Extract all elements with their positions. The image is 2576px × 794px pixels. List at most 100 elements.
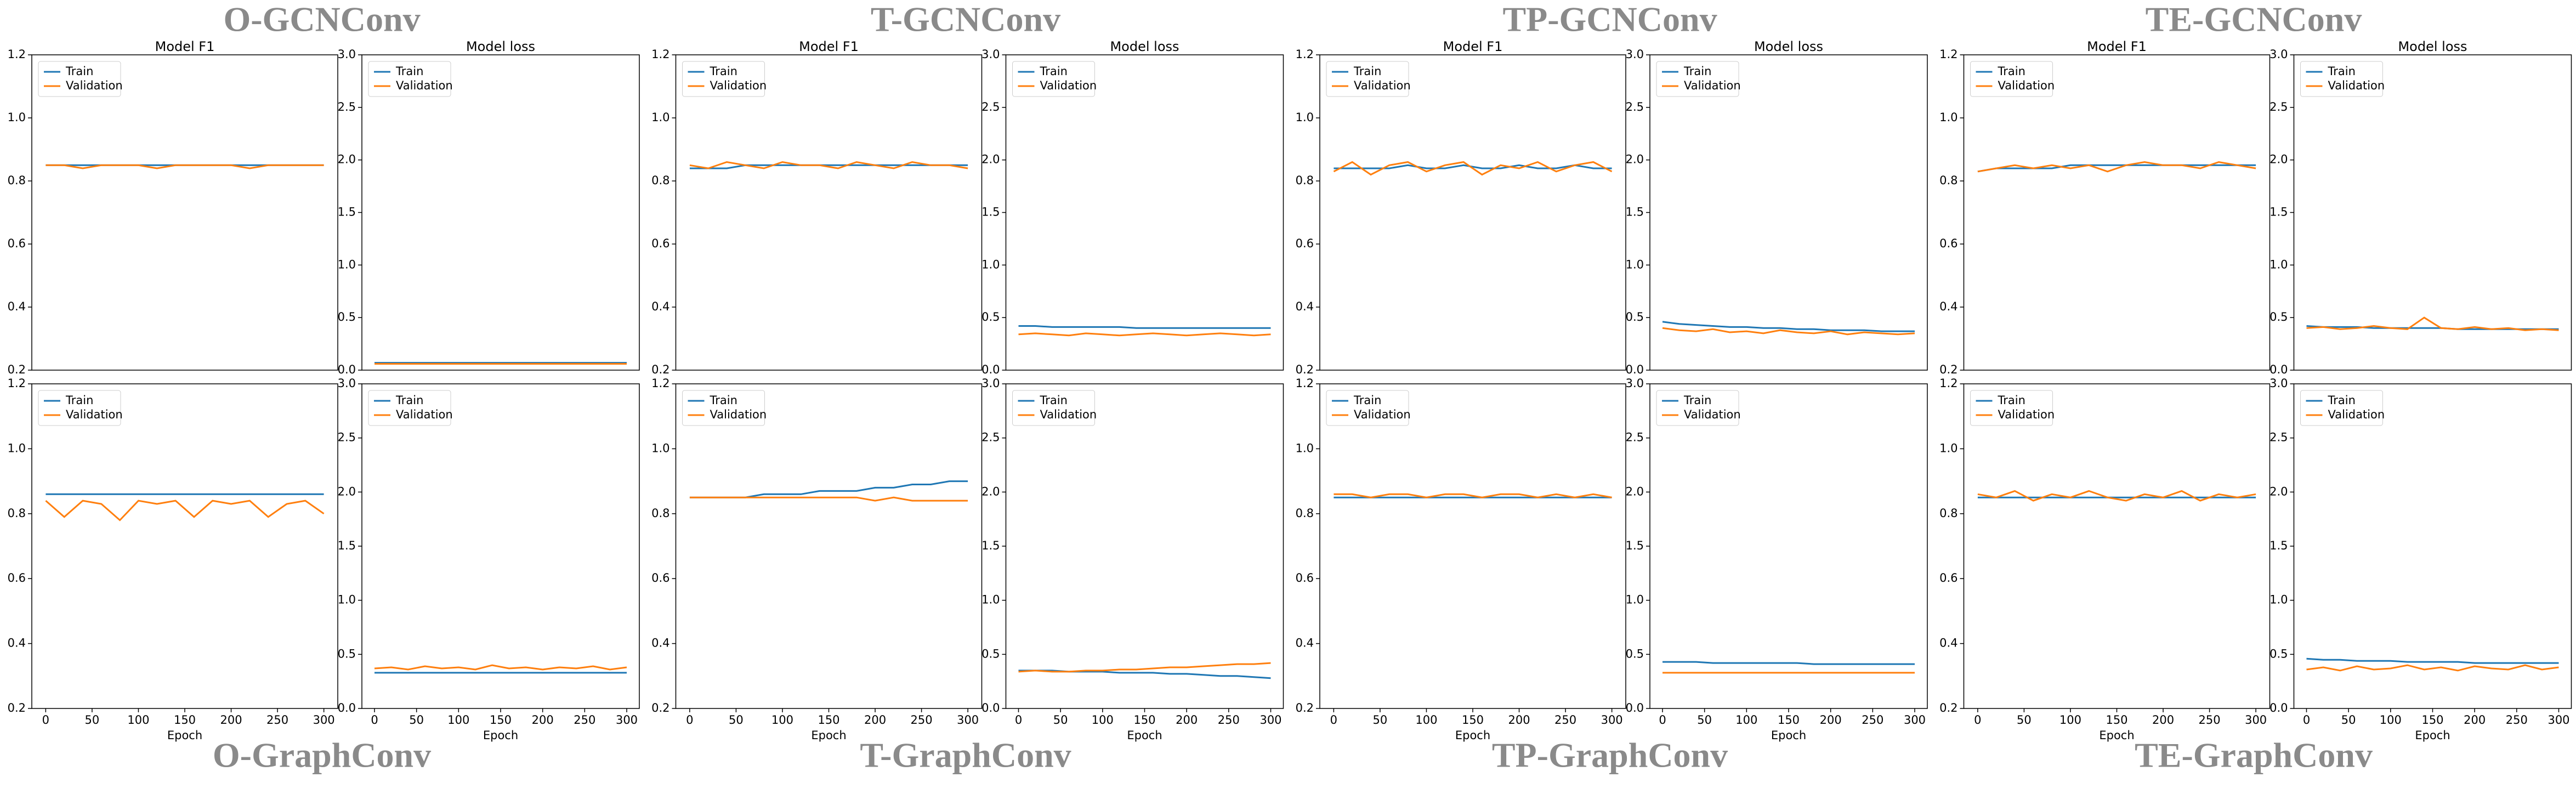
y-tick-label: 0.8 bbox=[1296, 507, 1314, 520]
y-tick-label: 1.2 bbox=[8, 48, 26, 61]
legend-label: Validation bbox=[2328, 79, 2385, 92]
x-tick-label: 50 bbox=[729, 713, 744, 727]
series-line bbox=[689, 161, 968, 169]
x-tick-label: 250 bbox=[2506, 713, 2528, 727]
legend-label: Validation bbox=[1998, 408, 2055, 421]
legend-box bbox=[1656, 61, 1739, 97]
y-tick-label: 0.4 bbox=[8, 300, 26, 313]
x-tick-label: 200 bbox=[2464, 713, 2486, 727]
y-tick-label: 1.2 bbox=[651, 377, 669, 390]
series-line bbox=[1663, 661, 1915, 665]
legend-label: Train bbox=[65, 394, 93, 407]
y-tick-label: 1.0 bbox=[651, 441, 669, 455]
legend-label: Train bbox=[1353, 394, 1381, 407]
y-tick-label: 1.2 bbox=[1296, 377, 1314, 390]
y-tick-label: 0.5 bbox=[338, 310, 356, 324]
x-tick-label: 300 bbox=[957, 713, 979, 727]
y-tick-label: 2.5 bbox=[1626, 431, 1644, 444]
legend-label: Validation bbox=[1040, 79, 1097, 92]
x-tick-label: 150 bbox=[2421, 713, 2443, 727]
y-tick-label: 1.2 bbox=[651, 48, 669, 61]
plot-frame bbox=[31, 383, 338, 709]
heading: TP-GraphConv bbox=[1492, 736, 1728, 775]
legend-box bbox=[38, 61, 121, 97]
y-tick-label: 1.0 bbox=[981, 593, 1000, 606]
legend-label: Train bbox=[1040, 65, 1068, 78]
x-tick-label: 250 bbox=[1862, 713, 1883, 727]
plot-frame bbox=[361, 54, 640, 371]
series-line bbox=[689, 164, 968, 169]
series-line bbox=[689, 496, 968, 502]
legend-label: Train bbox=[1998, 394, 2025, 407]
y-tick-label: 0.2 bbox=[1296, 701, 1314, 714]
y-tick-label: 3.0 bbox=[2269, 377, 2288, 390]
legend-label: Train bbox=[1040, 394, 1068, 407]
series-line bbox=[45, 500, 325, 521]
x-tick-label: 50 bbox=[85, 713, 100, 727]
x-tick-label: 250 bbox=[2199, 713, 2221, 727]
legend-box bbox=[1012, 390, 1095, 426]
legend-box bbox=[368, 390, 451, 426]
y-tick-label: 1.0 bbox=[651, 111, 669, 124]
y-tick-label: 2.0 bbox=[338, 153, 356, 166]
y-tick-label: 0.4 bbox=[651, 637, 669, 650]
x-tick-label: 100 bbox=[1735, 713, 1757, 727]
y-tick-label: 0.8 bbox=[1939, 507, 1957, 520]
x-tick-label: 300 bbox=[2245, 713, 2267, 727]
y-tick-label: 1.2 bbox=[1939, 377, 1957, 390]
legend-label: Train bbox=[710, 65, 737, 78]
y-tick-label: 0.0 bbox=[2269, 363, 2288, 376]
y-tick-label: 1.2 bbox=[8, 377, 26, 390]
x-axis-label: Epoch bbox=[1127, 729, 1162, 742]
heading: T-GCNConv bbox=[871, 0, 1060, 39]
y-tick-label: 1.0 bbox=[1296, 441, 1314, 455]
y-tick-label: 0.4 bbox=[1939, 300, 1957, 313]
y-tick-label: 1.5 bbox=[1626, 206, 1644, 219]
legend-box bbox=[1012, 61, 1095, 97]
y-tick-label: 3.0 bbox=[981, 48, 1000, 61]
plot-frame bbox=[675, 383, 983, 709]
legend-label: Validation bbox=[396, 408, 453, 421]
y-tick-label: 0.5 bbox=[1626, 647, 1644, 660]
x-tick-label: 50 bbox=[1697, 713, 1712, 727]
y-tick-label: 2.5 bbox=[2269, 100, 2288, 114]
legend-box bbox=[682, 61, 765, 97]
chart-title: Model loss bbox=[466, 39, 535, 54]
y-tick-label: 1.0 bbox=[338, 258, 356, 271]
legend-label: Train bbox=[1683, 65, 1711, 78]
y-tick-label: 0.6 bbox=[1939, 237, 1957, 250]
x-tick-label: 300 bbox=[1601, 713, 1623, 727]
y-tick-label: 0.2 bbox=[651, 363, 669, 376]
series-line bbox=[1334, 493, 1612, 498]
legend-label: Validation bbox=[710, 408, 767, 421]
y-tick-label: 0.6 bbox=[1939, 571, 1957, 585]
series-line bbox=[1977, 161, 2256, 173]
y-tick-label: 1.0 bbox=[338, 593, 356, 606]
legend-box bbox=[1326, 61, 1409, 97]
x-tick-label: 0 bbox=[2303, 713, 2310, 727]
y-tick-label: 1.0 bbox=[981, 258, 1000, 271]
y-tick-label: 0.6 bbox=[8, 571, 26, 585]
y-tick-label: 2.5 bbox=[2269, 431, 2288, 444]
x-tick-label: 150 bbox=[1778, 713, 1800, 727]
heading: TP-GCNConv bbox=[1502, 0, 1717, 39]
y-tick-label: 2.5 bbox=[338, 431, 356, 444]
y-tick-label: 0.8 bbox=[1296, 174, 1314, 187]
x-tick-label: 200 bbox=[532, 713, 554, 727]
x-tick-label: 50 bbox=[2017, 713, 2032, 727]
y-tick-label: 2.0 bbox=[981, 153, 1000, 166]
y-tick-label: 0.8 bbox=[8, 507, 26, 520]
x-tick-label: 200 bbox=[1176, 713, 1198, 727]
y-tick-label: 1.5 bbox=[2269, 539, 2288, 552]
x-tick-label: 50 bbox=[409, 713, 424, 727]
x-tick-label: 300 bbox=[616, 713, 638, 727]
x-tick-label: 300 bbox=[1259, 713, 1281, 727]
x-axis-label: Epoch bbox=[1771, 729, 1806, 742]
chart-title: Model F1 bbox=[1443, 39, 1503, 54]
legend-label: Train bbox=[2328, 394, 2356, 407]
legend-box bbox=[1326, 390, 1409, 426]
legend-label: Train bbox=[395, 394, 423, 407]
chart-title: Model F1 bbox=[2087, 39, 2147, 54]
legend-label: Train bbox=[1998, 65, 2025, 78]
